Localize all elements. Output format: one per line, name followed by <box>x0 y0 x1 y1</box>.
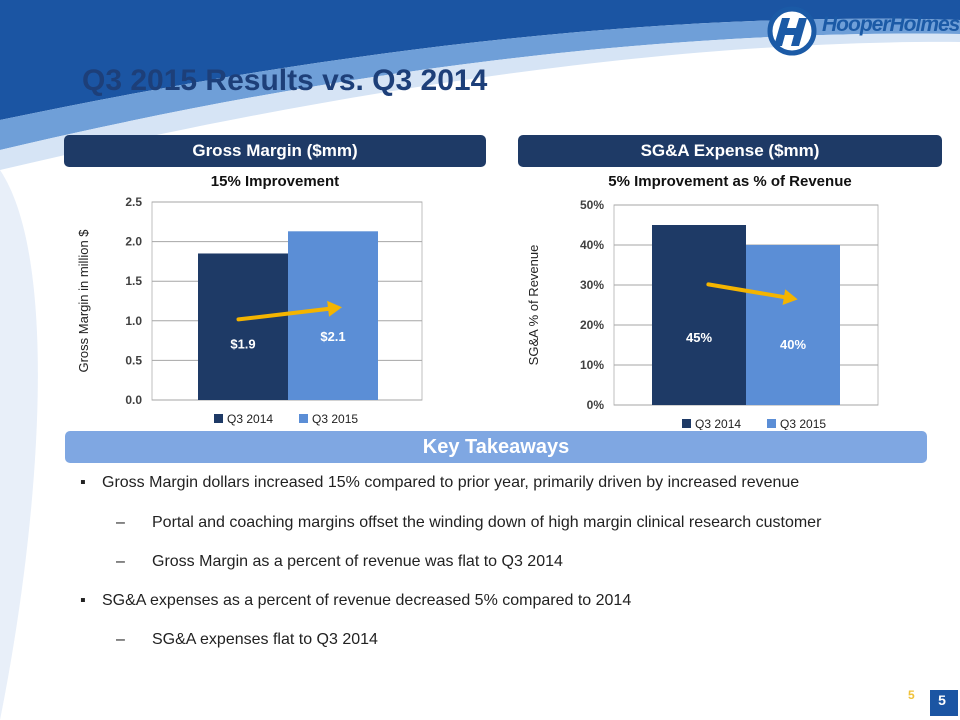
bullet-text: Gross Margin dollars increased 15% compa… <box>102 474 800 491</box>
data-label: $2.1 <box>320 329 345 344</box>
key-takeaways-header: Key Takeaways <box>65 431 927 463</box>
legend-label: Q3 2015 <box>312 412 358 426</box>
gross-margin-subtitle: 15% Improvement <box>210 173 340 190</box>
sga-chart: 0% 10% 20% 30% 40% 50% SG&A % of Revenue 45% 40%… <box>526 198 879 430</box>
bullet-mark: ▪ <box>80 592 86 609</box>
y-tick-label: 40% <box>580 238 604 252</box>
page-number: 5 <box>938 692 946 708</box>
y-tick-label: 30% <box>580 278 604 292</box>
bullet-mark: ▪ <box>80 474 86 491</box>
gross-margin-header: Gross Margin ($mm) <box>64 135 486 167</box>
bar-q3-2015 <box>746 245 840 405</box>
logo-wordmark: HooperHolmes <box>822 13 960 36</box>
bullet-text: SG&A expenses as a percent of revenue de… <box>102 592 632 609</box>
y-tick-label: 50% <box>580 198 604 212</box>
bar-q3-2014 <box>652 225 746 405</box>
slide-title: Q3 2015 Results vs. Q3 2014 <box>82 64 488 97</box>
sga-subtitle: 5% Improvement as % of Revenue <box>608 173 852 190</box>
legend-swatch <box>767 419 776 428</box>
y-tick-label: 2.0 <box>125 235 142 249</box>
trend-arrow-shaft <box>706 282 786 300</box>
hooper-holmes-logo <box>767 6 817 56</box>
data-label: $1.9 <box>230 337 255 352</box>
legend-label: Q3 2014 <box>227 412 273 426</box>
bar-q3-2014 <box>198 253 288 400</box>
sga-expense-header: SG&A Expense ($mm) <box>518 135 942 167</box>
data-label: 45% <box>686 330 712 345</box>
y-tick-label: 0.0 <box>125 393 142 407</box>
bar-q3-2015 <box>288 231 378 400</box>
legend-swatch <box>214 414 223 423</box>
data-label: 40% <box>780 337 806 352</box>
y-axis-label: SG&A % of Revenue <box>526 245 541 366</box>
bullet-text: Portal and coaching margins offset the w… <box>152 514 822 531</box>
legend-label: Q3 2015 <box>780 417 826 430</box>
bullet-text: Gross Margin as a percent of revenue was… <box>152 553 563 570</box>
y-tick-label: 0.5 <box>125 353 142 367</box>
dash-mark: – <box>116 631 125 648</box>
dash-mark: – <box>116 553 125 570</box>
bullet-text: SG&A expenses flat to Q3 2014 <box>152 631 378 648</box>
legend-swatch <box>682 419 691 428</box>
dash-mark: – <box>116 514 125 531</box>
y-tick-label: 20% <box>580 318 604 332</box>
y-tick-label: 10% <box>580 358 604 372</box>
y-tick-label: 1.0 <box>125 314 142 328</box>
gross-margin-chart: 0.0 0.5 1.0 1.5 2.0 2.5 Gross Margin in millio… <box>76 195 423 426</box>
legend-label: Q3 2014 <box>695 417 741 430</box>
legend-swatch <box>299 414 308 423</box>
trend-arrow-head <box>782 289 798 305</box>
y-tick-label: 2.5 <box>125 195 142 209</box>
y-axis-label: Gross Margin in million $ <box>76 229 91 373</box>
trend-arrow-shaft <box>236 306 331 322</box>
y-tick-label: 1.5 <box>125 274 142 288</box>
y-tick-label: 0% <box>587 398 605 412</box>
trend-arrow-head <box>327 300 342 317</box>
page-number-shadow: 5 <box>908 688 915 702</box>
